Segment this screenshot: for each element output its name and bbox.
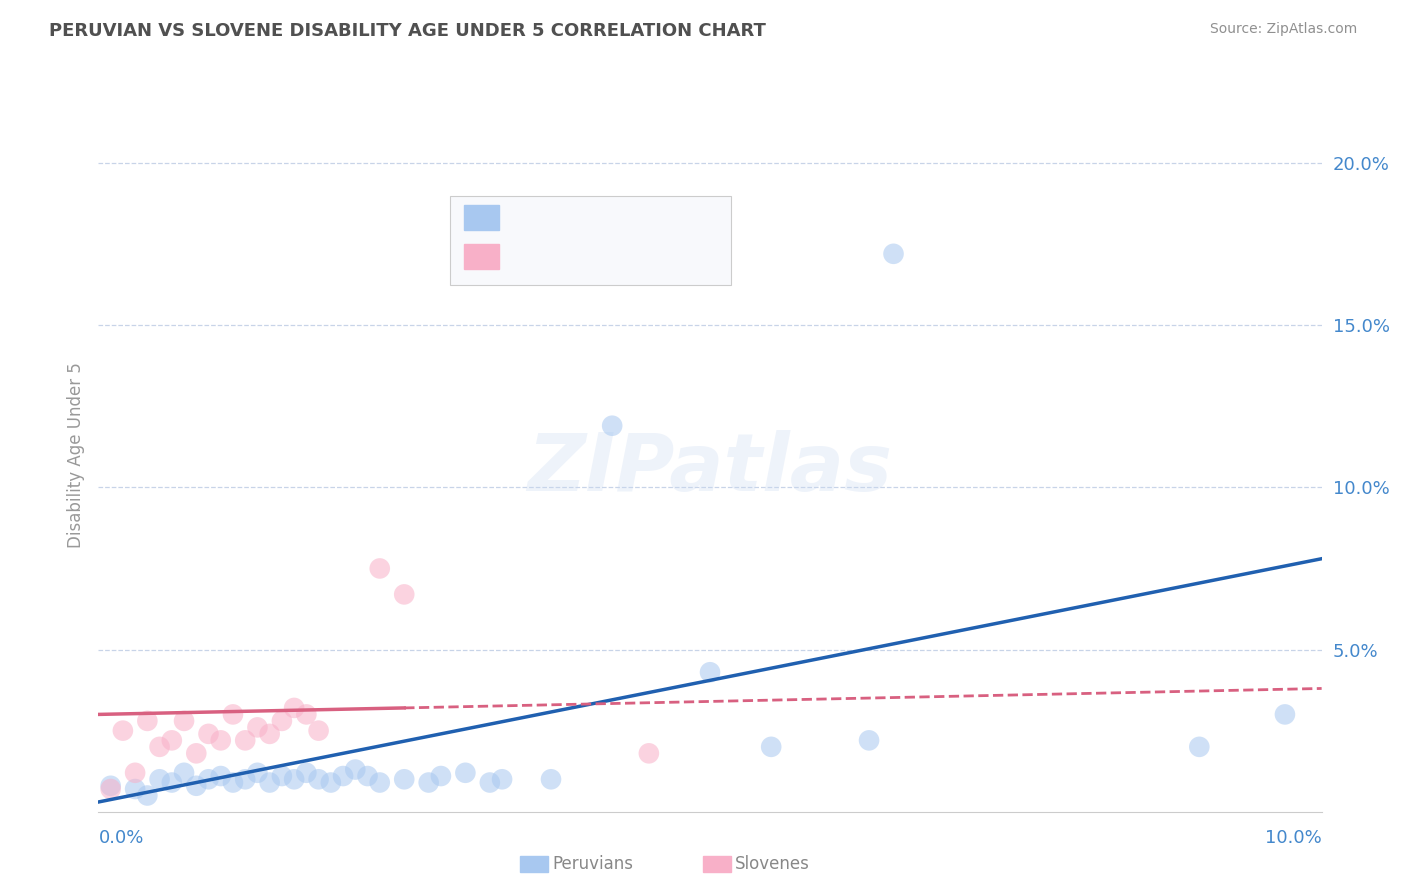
Point [197, 727, 219, 741]
Point [259, 775, 281, 789]
Text: Peruvians: Peruvians [553, 855, 634, 873]
Text: R = 0.076   N = 21: R = 0.076 N = 21 [509, 245, 679, 263]
Point [246, 720, 269, 734]
Point [295, 707, 318, 722]
Point [430, 769, 453, 783]
Point [124, 782, 146, 797]
Point [1274, 707, 1296, 722]
Point [111, 723, 134, 738]
Text: Source: ZipAtlas.com: Source: ZipAtlas.com [1209, 22, 1357, 37]
Text: R = 0.340   N = 36: R = 0.340 N = 36 [509, 207, 679, 225]
Point [209, 769, 232, 783]
Point [136, 789, 159, 803]
Point [233, 772, 256, 787]
Point [222, 775, 245, 789]
Point [149, 739, 172, 754]
Point [637, 747, 661, 761]
Text: Slovenes: Slovenes [735, 855, 810, 873]
Point [356, 769, 378, 783]
Text: ZIPatlas: ZIPatlas [527, 430, 893, 508]
Point [478, 775, 501, 789]
Point [600, 418, 623, 433]
Y-axis label: Disability Age Under 5: Disability Age Under 5 [66, 362, 84, 548]
Point [392, 587, 416, 601]
Point [270, 714, 292, 728]
Point [160, 775, 183, 789]
Point [197, 772, 219, 787]
Point [173, 714, 195, 728]
Point [308, 772, 330, 787]
Point [186, 747, 208, 761]
Point [759, 739, 782, 754]
Point [319, 775, 342, 789]
Point [173, 765, 195, 780]
Point [858, 733, 880, 747]
Point [332, 769, 354, 783]
Point [124, 765, 146, 780]
Point [270, 769, 292, 783]
Point [454, 765, 477, 780]
Point [308, 723, 330, 738]
Point [392, 772, 416, 787]
Point [283, 701, 305, 715]
Text: 10.0%: 10.0% [1265, 829, 1322, 847]
Point [295, 765, 318, 780]
Point [149, 772, 172, 787]
Text: 0.0%: 0.0% [98, 829, 143, 847]
Point [100, 782, 122, 797]
Point [368, 775, 391, 789]
Point [540, 772, 562, 787]
Point [344, 763, 367, 777]
Point [883, 247, 905, 261]
Point [246, 765, 269, 780]
Point [160, 733, 183, 747]
Point [233, 733, 256, 747]
Point [259, 727, 281, 741]
Text: PERUVIAN VS SLOVENE DISABILITY AGE UNDER 5 CORRELATION CHART: PERUVIAN VS SLOVENE DISABILITY AGE UNDER… [49, 22, 766, 40]
Point [100, 779, 122, 793]
Point [186, 779, 208, 793]
Point [368, 561, 391, 575]
Point [209, 733, 232, 747]
Point [491, 772, 513, 787]
Point [136, 714, 159, 728]
Point [418, 775, 440, 789]
Point [1188, 739, 1211, 754]
Point [699, 665, 721, 680]
Point [283, 772, 305, 787]
Point [222, 707, 245, 722]
